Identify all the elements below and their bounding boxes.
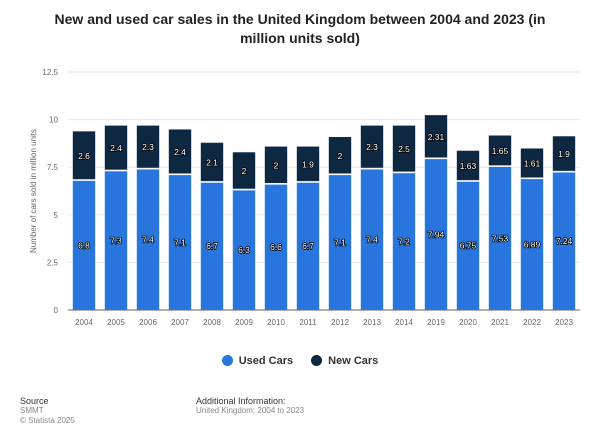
legend-item-used[interactable]: Used Cars bbox=[221, 355, 294, 367]
x-tick-label: 2014 bbox=[395, 318, 413, 327]
data-label: 7.2 bbox=[398, 236, 410, 246]
data-label: 7.94 bbox=[428, 229, 445, 239]
bar-new bbox=[200, 142, 224, 182]
data-label: 6.7 bbox=[206, 241, 218, 251]
data-label: 6.6 bbox=[270, 242, 282, 252]
bar-new bbox=[424, 114, 448, 159]
data-label: 1.9 bbox=[302, 159, 314, 169]
data-label: 2.31 bbox=[428, 132, 445, 142]
bar-new bbox=[296, 145, 320, 182]
data-label: 2 bbox=[242, 166, 247, 176]
x-tick-label: 2011 bbox=[299, 318, 317, 327]
x-tick-label: 2006 bbox=[139, 318, 157, 327]
data-label: 7.4 bbox=[366, 235, 378, 245]
data-label: 2.1 bbox=[206, 157, 218, 167]
x-tick-label: 2004 bbox=[75, 318, 93, 327]
y-axis-label: Number of cars sold in million units bbox=[29, 129, 38, 253]
info-label: Additional Information: bbox=[196, 396, 286, 406]
data-label: 2 bbox=[338, 151, 343, 161]
data-label: 7.1 bbox=[174, 237, 186, 247]
bar-new bbox=[360, 125, 384, 169]
x-tick-label: 2021 bbox=[491, 318, 509, 327]
data-label: 7.53 bbox=[492, 233, 509, 243]
data-label: 7.3 bbox=[110, 236, 122, 246]
data-label: 2.4 bbox=[110, 143, 122, 153]
legend-label-used: Used Cars bbox=[238, 355, 294, 367]
x-tick-label: 2010 bbox=[267, 318, 285, 327]
source-block: Source SMMT © Statista 2025 bbox=[20, 396, 75, 426]
x-tick-label: 2013 bbox=[363, 318, 381, 327]
data-label: 7.24 bbox=[556, 236, 573, 246]
data-label: 2.4 bbox=[174, 147, 186, 157]
x-tick-label: 2007 bbox=[171, 318, 189, 327]
data-label: 1.9 bbox=[558, 149, 570, 159]
x-tick-label: 2020 bbox=[459, 318, 477, 327]
bar-new bbox=[520, 147, 544, 179]
data-label: 6.8 bbox=[78, 240, 90, 250]
bar-new bbox=[168, 128, 192, 175]
data-label: 1.61 bbox=[524, 158, 541, 168]
data-label: 1.63 bbox=[460, 161, 477, 171]
x-tick-label: 2022 bbox=[523, 318, 541, 327]
bar-new bbox=[328, 136, 352, 175]
bar-new bbox=[104, 125, 128, 171]
legend-dot-new bbox=[311, 355, 323, 366]
data-label: 6.3 bbox=[238, 245, 250, 255]
x-tick-label: 2009 bbox=[235, 318, 253, 327]
bar-new bbox=[264, 145, 288, 184]
data-label: 2 bbox=[274, 160, 279, 170]
bar-new bbox=[232, 151, 256, 190]
data-label: 7.4 bbox=[142, 235, 154, 245]
y-tick-label: 10 bbox=[49, 116, 58, 125]
y-tick-label: 0 bbox=[54, 306, 59, 315]
bar-new bbox=[552, 135, 576, 172]
bar-new bbox=[488, 134, 512, 166]
chart-title: New and used car sales in the United Kin… bbox=[54, 11, 546, 46]
legend-item-new[interactable]: New Cars bbox=[311, 355, 378, 367]
source-value: SMMT bbox=[20, 406, 44, 415]
data-label: 2.6 bbox=[78, 151, 90, 161]
data-label: 1.65 bbox=[492, 146, 509, 156]
data-label: 2.3 bbox=[366, 142, 378, 152]
x-tick-label: 2008 bbox=[203, 318, 221, 327]
data-label: 7.1 bbox=[334, 237, 346, 247]
data-label: 6.7 bbox=[302, 241, 314, 251]
legend-dot-used bbox=[221, 355, 233, 366]
source-label: Source bbox=[20, 396, 49, 406]
legend: Used Cars New Cars bbox=[0, 355, 600, 367]
copyright: © Statista 2025 bbox=[20, 416, 75, 425]
data-label: 6.75 bbox=[460, 241, 477, 251]
data-label: 2.5 bbox=[398, 144, 410, 154]
bar-new bbox=[456, 150, 480, 181]
y-tick-label: 12.5 bbox=[42, 68, 58, 77]
data-label: 2.3 bbox=[142, 142, 154, 152]
info-value: United Kingdom; 2004 to 2023 bbox=[196, 406, 305, 415]
bar-new bbox=[72, 130, 96, 180]
x-tick-label: 2012 bbox=[331, 318, 349, 327]
legend-label-new: New Cars bbox=[328, 355, 379, 367]
x-tick-label: 2023 bbox=[555, 318, 573, 327]
y-tick-label: 2.5 bbox=[47, 258, 59, 267]
x-tick-label: 2005 bbox=[107, 318, 125, 327]
y-tick-label: 7.5 bbox=[47, 163, 59, 172]
data-label: 6.89 bbox=[524, 239, 541, 249]
bar-new bbox=[136, 125, 160, 169]
x-tick-label: 2019 bbox=[427, 318, 445, 327]
bar-new bbox=[392, 125, 416, 173]
info-block: Additional Information: United Kingdom; … bbox=[196, 396, 304, 416]
y-tick-label: 5 bbox=[54, 211, 59, 220]
